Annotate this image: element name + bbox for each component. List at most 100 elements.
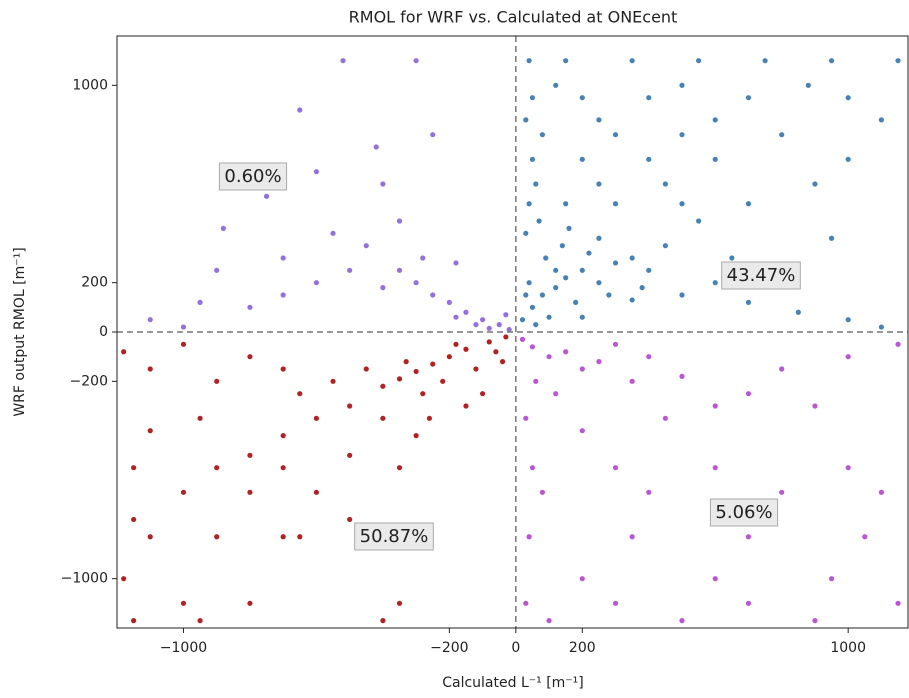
y-tick-label: 0: [99, 324, 108, 340]
point: [529, 95, 536, 101]
point: [845, 156, 851, 162]
y-tick-label: 1000: [72, 77, 108, 93]
point: [828, 235, 835, 241]
point: [330, 378, 336, 384]
point: [679, 618, 685, 624]
point: [280, 255, 286, 261]
point: [779, 366, 785, 372]
point: [297, 391, 303, 397]
y-tick-label: −200: [70, 373, 108, 389]
point: [586, 250, 592, 256]
point: [546, 618, 552, 624]
point: [646, 489, 652, 495]
point: [413, 368, 419, 375]
y-tick-label: 200: [81, 275, 108, 291]
point: [533, 378, 539, 384]
point: [679, 373, 685, 379]
point: [121, 576, 127, 582]
point: [180, 489, 187, 495]
point: [330, 230, 336, 236]
point: [696, 218, 702, 224]
point: [762, 58, 768, 64]
point: [629, 534, 635, 540]
point: [131, 516, 137, 523]
point: [473, 322, 479, 328]
point: [612, 465, 619, 471]
point: [596, 181, 602, 187]
point: [180, 600, 187, 606]
point: [539, 292, 546, 298]
annotation-box: [721, 261, 801, 290]
point: [729, 255, 735, 261]
point: [197, 299, 203, 305]
point: [197, 415, 203, 421]
point: [426, 415, 433, 421]
point: [214, 378, 220, 384]
point: [147, 428, 153, 434]
point: [519, 317, 526, 323]
point: [523, 415, 529, 421]
point: [543, 255, 549, 261]
point: [121, 349, 127, 355]
point: [363, 366, 369, 372]
point: [453, 314, 459, 320]
point: [147, 534, 153, 540]
point: [496, 322, 502, 328]
point: [712, 117, 718, 123]
point: [712, 280, 718, 286]
annotation: 0.60%: [224, 166, 281, 187]
point: [563, 275, 569, 281]
point: [579, 156, 585, 162]
point: [895, 600, 901, 606]
point: [430, 132, 436, 138]
point: [795, 309, 801, 315]
point: [563, 58, 569, 64]
point: [579, 95, 585, 101]
point: [197, 618, 203, 624]
point: [845, 95, 851, 101]
point: [523, 230, 529, 236]
point: [347, 516, 353, 523]
annotation: 43.47%: [727, 265, 796, 286]
point: [413, 433, 419, 439]
point: [280, 465, 286, 471]
point: [745, 600, 752, 606]
y-axis-label: WRF output RMOL [m⁻¹]: [12, 247, 28, 416]
point: [526, 534, 532, 540]
point: [779, 132, 785, 138]
point: [396, 600, 403, 606]
annotation: 5.06%: [715, 502, 772, 523]
point: [662, 181, 668, 187]
point: [679, 201, 685, 207]
point: [347, 452, 353, 458]
point: [446, 354, 452, 360]
point: [523, 292, 529, 298]
point: [463, 403, 469, 409]
point: [629, 58, 635, 64]
point: [506, 326, 512, 333]
point: [214, 465, 220, 471]
point: [712, 576, 718, 582]
point: [214, 267, 220, 273]
point: [131, 465, 137, 471]
point: [430, 292, 436, 298]
point: [430, 361, 436, 367]
point: [526, 280, 532, 286]
point: [862, 534, 868, 540]
chart-title: RMOL for WRF vs. Calculated at ONEcent: [349, 8, 678, 27]
y-tick-label: −1000: [61, 571, 108, 587]
point: [526, 58, 532, 64]
point: [546, 314, 552, 320]
point: [629, 255, 635, 261]
point: [247, 600, 253, 606]
point: [373, 144, 379, 150]
point: [536, 218, 542, 224]
point: [845, 465, 851, 471]
plot-frame: [116, 35, 909, 629]
point: [662, 243, 668, 249]
point: [380, 618, 386, 624]
point: [499, 359, 506, 365]
point: [313, 489, 320, 495]
x-axis-label: Calculated L⁻¹ [m⁻¹]: [442, 675, 584, 691]
